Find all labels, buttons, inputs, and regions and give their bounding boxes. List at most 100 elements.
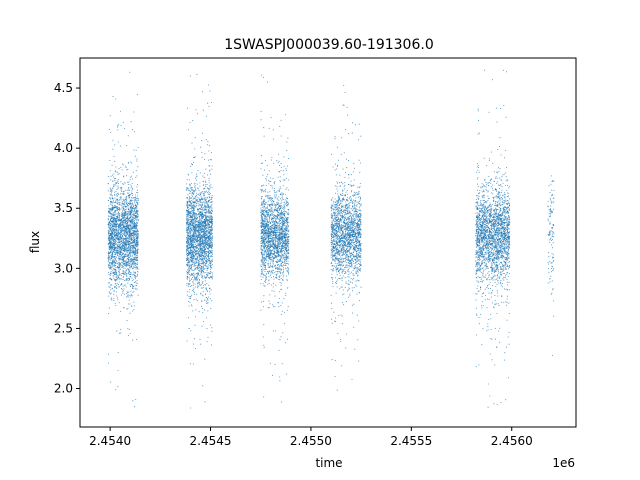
data-point bbox=[205, 234, 207, 236]
data-point bbox=[133, 244, 135, 246]
data-point bbox=[197, 226, 199, 228]
data-point bbox=[117, 284, 119, 286]
data-point bbox=[187, 129, 190, 131]
data-point bbox=[203, 247, 205, 249]
data-point bbox=[133, 308, 135, 311]
data-point bbox=[126, 278, 128, 280]
data-point bbox=[129, 239, 131, 241]
data-point bbox=[203, 264, 205, 267]
data-point bbox=[118, 302, 120, 304]
data-point bbox=[199, 262, 201, 265]
data-point bbox=[133, 406, 136, 408]
data-point bbox=[187, 229, 189, 231]
data-point bbox=[126, 242, 128, 244]
data-point bbox=[210, 249, 212, 251]
data-point bbox=[111, 221, 113, 223]
data-point bbox=[207, 264, 209, 266]
data-point bbox=[117, 241, 119, 243]
data-point bbox=[120, 242, 122, 245]
data-point bbox=[118, 259, 120, 261]
data-point bbox=[126, 175, 128, 177]
data-point bbox=[133, 232, 135, 234]
data-point bbox=[130, 294, 133, 296]
data-point bbox=[136, 202, 138, 204]
data-point bbox=[125, 212, 127, 215]
data-point bbox=[122, 183, 125, 185]
data-point bbox=[205, 245, 207, 247]
data-point bbox=[202, 284, 205, 287]
data-point bbox=[193, 343, 195, 345]
data-point bbox=[122, 270, 124, 272]
data-point bbox=[211, 231, 213, 233]
data-point bbox=[205, 255, 207, 257]
data-point bbox=[121, 288, 123, 290]
data-point bbox=[206, 209, 208, 211]
data-point bbox=[122, 190, 124, 192]
data-point bbox=[195, 267, 197, 269]
data-point bbox=[122, 233, 125, 235]
data-point bbox=[134, 155, 136, 157]
data-point bbox=[118, 218, 120, 220]
data-point bbox=[116, 213, 118, 215]
data-point bbox=[115, 218, 117, 221]
data-point bbox=[121, 187, 123, 189]
data-point bbox=[191, 263, 193, 265]
data-point bbox=[125, 217, 127, 219]
data-point bbox=[201, 265, 203, 267]
data-point bbox=[118, 207, 121, 209]
data-point bbox=[131, 206, 133, 208]
data-point bbox=[115, 225, 117, 227]
data-point bbox=[117, 215, 119, 217]
data-point bbox=[117, 125, 119, 127]
data-point bbox=[117, 277, 119, 279]
data-point bbox=[133, 274, 135, 277]
data-point bbox=[188, 199, 190, 201]
data-point bbox=[194, 261, 196, 263]
data-point bbox=[199, 227, 201, 229]
data-point bbox=[200, 300, 202, 302]
data-point bbox=[118, 269, 120, 271]
data-point bbox=[113, 291, 115, 293]
data-point bbox=[189, 121, 191, 124]
data-point bbox=[192, 283, 194, 285]
data-point bbox=[207, 272, 209, 274]
data-point bbox=[188, 291, 190, 293]
data-point bbox=[189, 297, 191, 299]
data-point bbox=[124, 280, 126, 282]
data-point bbox=[185, 216, 188, 218]
data-point bbox=[135, 234, 137, 236]
data-point bbox=[211, 260, 213, 262]
data-point bbox=[188, 200, 190, 202]
data-point bbox=[208, 256, 210, 258]
data-point bbox=[134, 241, 136, 243]
data-point bbox=[194, 226, 196, 229]
data-point bbox=[135, 249, 137, 251]
data-point bbox=[116, 185, 118, 187]
data-point bbox=[114, 144, 116, 146]
data-point bbox=[207, 217, 209, 219]
data-point bbox=[205, 213, 207, 215]
data-point bbox=[107, 264, 110, 266]
data-point bbox=[130, 206, 132, 208]
data-point bbox=[202, 385, 204, 387]
data-point bbox=[192, 281, 194, 283]
data-point bbox=[196, 192, 198, 194]
data-point bbox=[112, 275, 114, 277]
data-point bbox=[200, 238, 202, 240]
data-point bbox=[189, 283, 191, 285]
data-point bbox=[206, 328, 208, 330]
data-point bbox=[190, 220, 192, 222]
data-point bbox=[109, 224, 111, 226]
data-point bbox=[188, 238, 190, 240]
data-point bbox=[124, 240, 126, 243]
data-point bbox=[128, 252, 130, 254]
data-point bbox=[125, 242, 127, 244]
data-point bbox=[202, 281, 204, 283]
data-point bbox=[128, 294, 130, 296]
data-point bbox=[113, 241, 115, 243]
data-point bbox=[136, 250, 138, 252]
data-point bbox=[117, 226, 120, 228]
data-point bbox=[120, 275, 123, 277]
data-point bbox=[186, 284, 188, 286]
data-point bbox=[202, 271, 204, 273]
